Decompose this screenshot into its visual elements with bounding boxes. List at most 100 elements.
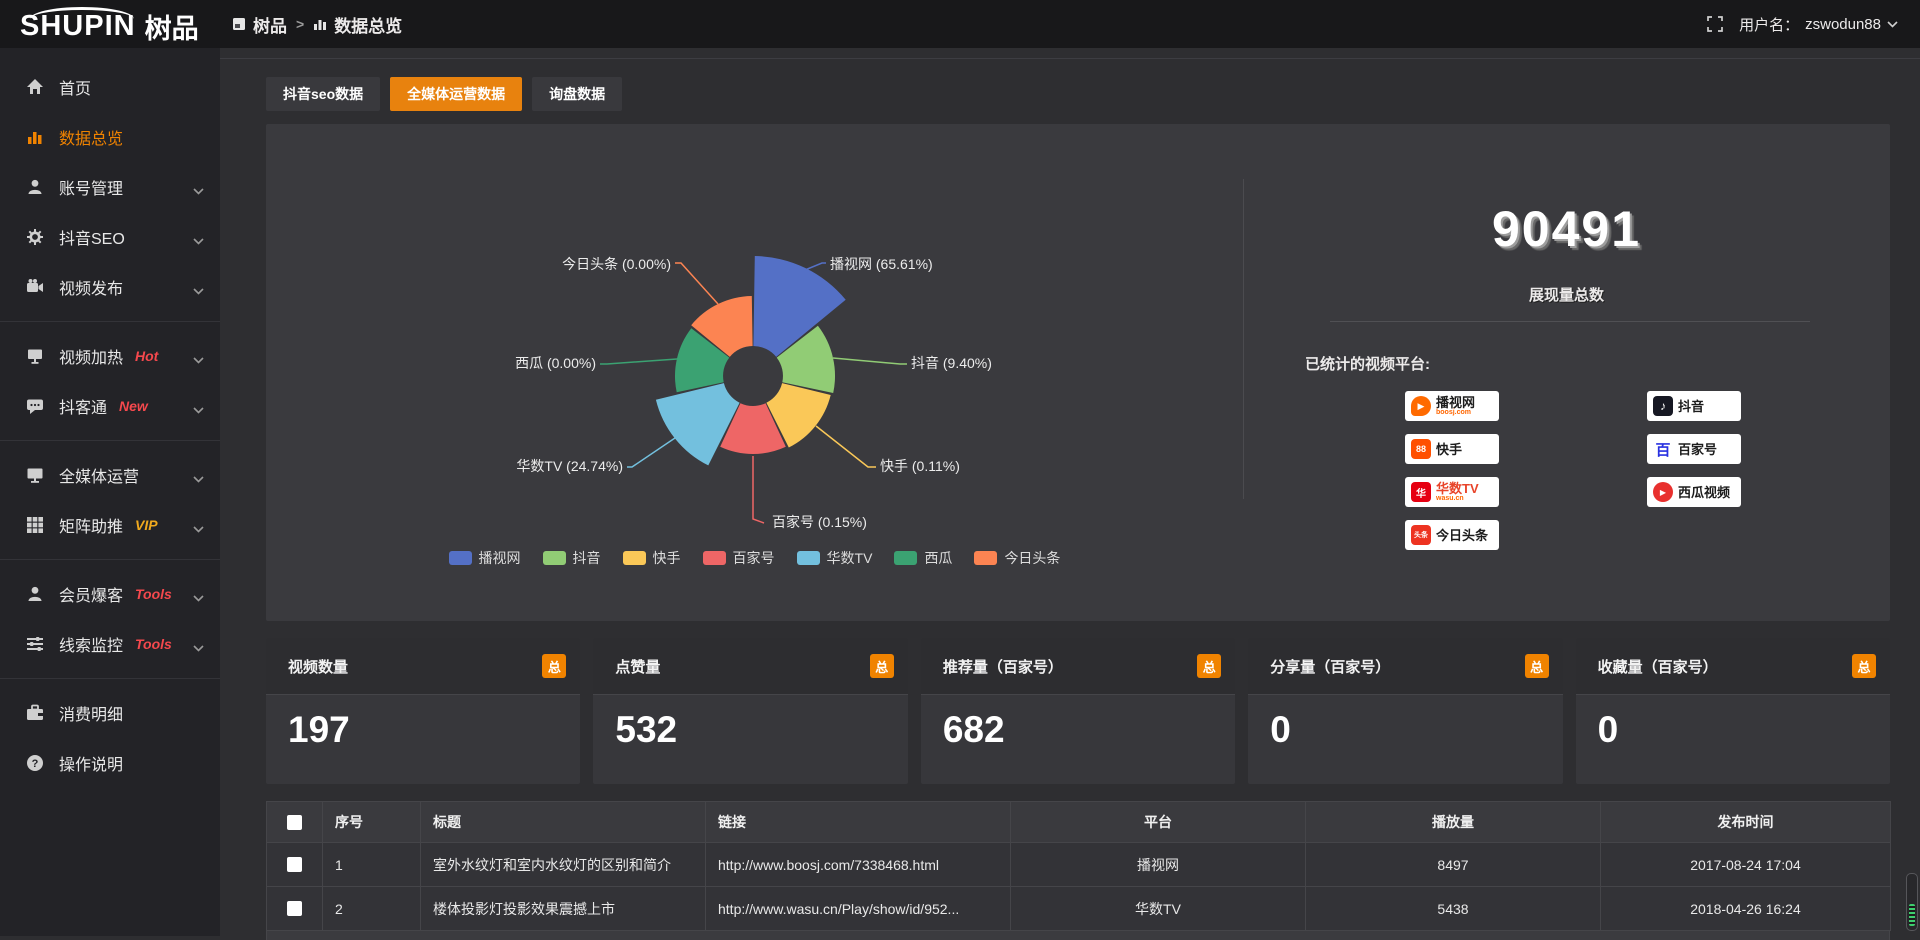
pie-legend: 播视网 抖音 快手 百家号 华数TV 西瓜 今日头条 (266, 548, 1243, 568)
legend-item-西瓜[interactable]: 西瓜 (894, 548, 952, 568)
platform-badge-今日头条[interactable]: 头条今日头条 (1405, 520, 1499, 550)
platform-badge-西瓜视频[interactable]: ▶西瓜视频 (1647, 477, 1741, 507)
sidebar-item-account-management[interactable]: 账号管理 (0, 162, 220, 212)
total-badge[interactable]: 总 (1852, 654, 1876, 678)
sidebar-item-label: 抖音SEO (59, 225, 125, 249)
legend-item-今日头条[interactable]: 今日头条 (974, 548, 1060, 568)
header-divider (220, 58, 1920, 59)
overview-panel: 播视网 (65.61%)抖音 (9.40%)快手 (0.11%)百家号 (0.1… (266, 124, 1890, 621)
platform-subtext: wasu.cn (1436, 495, 1479, 502)
chevron-down-icon[interactable] (193, 520, 204, 538)
pie-label-line-播视网 (805, 263, 826, 270)
cell-platform: 播视网 (1011, 843, 1306, 887)
total-badge[interactable]: 总 (870, 654, 894, 678)
chevron-down-icon[interactable] (193, 470, 204, 488)
cell-title[interactable]: 楼体投影灯投影效果震撼上市 (421, 887, 706, 931)
legend-item-播视网[interactable]: 播视网 (449, 548, 521, 568)
legend-item-抖音[interactable]: 抖音 (543, 548, 601, 568)
tab-inquiry-data[interactable]: 询盘数据 (532, 77, 622, 111)
stat-card-value: 0 (1576, 695, 1890, 751)
chevron-down-icon (1887, 21, 1898, 28)
tab-omni-media-data[interactable]: 全媒体运营数据 (390, 77, 522, 111)
column-header: 发布时间 (1601, 802, 1891, 843)
breadcrumb-current: 数据总览 (334, 12, 402, 37)
total-badge[interactable]: 总 (1525, 654, 1549, 678)
chevron-down-icon[interactable] (193, 282, 204, 300)
topbar: SHUPIN 树品 树品 > 数据总览 用户名：zswodun88 (0, 0, 1920, 48)
stat-card-value: 0 (1248, 695, 1562, 751)
legend-item-快手[interactable]: 快手 (623, 548, 681, 568)
sidebar-item-operation-guide[interactable]: ?操作说明 (0, 738, 220, 788)
select-all-checkbox[interactable] (287, 815, 302, 830)
sidebar-item-omni-media[interactable]: 全媒体运营 (0, 450, 220, 500)
platforms-label: 已统计的视频平台: (1305, 353, 1430, 374)
sidebar-item-consume-detail[interactable]: 消费明细 (0, 688, 220, 738)
pie-slice-华数TV[interactable] (656, 383, 740, 465)
user-icon (26, 178, 46, 196)
chevron-down-icon[interactable] (193, 351, 204, 369)
cell-title[interactable]: 室外水纹灯和室内水纹灯的区别和简介 (421, 843, 706, 887)
breadcrumb-root[interactable]: 树品 (253, 12, 287, 37)
main-content: 抖音seo数据全媒体运营数据询盘数据 播视网 (65.61%)抖音 (9.40%… (220, 48, 1920, 940)
chevron-down-icon[interactable] (193, 589, 204, 607)
screen-icon (26, 347, 46, 365)
legend-label: 百家号 (733, 548, 775, 568)
scrollbar[interactable] (1906, 873, 1918, 931)
legend-item-华数TV[interactable]: 华数TV (797, 548, 873, 568)
platform-badge-抖音[interactable]: ♪抖音 (1647, 391, 1741, 421)
legend-item-百家号[interactable]: 百家号 (703, 548, 775, 568)
sidebar-item-home[interactable]: 首页 (0, 62, 220, 112)
user-menu[interactable]: 用户名：zswodun88 (1739, 14, 1898, 35)
fullscreen-icon[interactable] (1707, 16, 1723, 32)
platform-name: 百家号 (1678, 443, 1717, 456)
summary-divider (1330, 321, 1810, 322)
pie-label-播视网: 播视网 (65.61%) (830, 256, 933, 272)
chevron-down-icon[interactable] (193, 639, 204, 657)
legend-label: 西瓜 (924, 548, 952, 568)
sidebar-item-video-publish[interactable]: 视频发布 (0, 262, 220, 312)
tab-douyin-seo-data[interactable]: 抖音seo数据 (266, 77, 380, 111)
sidebar-item-data-overview[interactable]: 数据总览 (0, 112, 220, 162)
legend-label: 快手 (653, 548, 681, 568)
chevron-down-icon[interactable] (193, 232, 204, 250)
column-header: 标题 (421, 802, 706, 843)
total-badge[interactable]: 总 (542, 654, 566, 678)
legend-label: 今日头条 (1004, 548, 1060, 568)
svg-text:?: ? (32, 758, 39, 770)
column-header: 播放量 (1306, 802, 1601, 843)
legend-label: 华数TV (827, 548, 873, 568)
video-camera-icon (26, 278, 46, 296)
sidebar-divider (0, 559, 220, 560)
cell-link[interactable]: http://www.boosj.com/7338468.html (706, 843, 1011, 887)
sidebar-item-badge: Hot (135, 348, 158, 364)
chevron-down-icon[interactable] (193, 182, 204, 200)
stat-card-value: 682 (921, 695, 1235, 751)
total-badge[interactable]: 总 (1197, 654, 1221, 678)
cell-link[interactable]: http://www.wasu.cn/Play/show/id/952... (706, 887, 1011, 931)
pie-label-快手: 快手 (0.11%) (880, 458, 960, 474)
stat-card-value: 532 (593, 695, 907, 751)
app-logo[interactable]: SHUPIN 树品 (20, 6, 199, 46)
sidebar-item-douyin-seo[interactable]: 抖音SEO (0, 212, 220, 262)
sidebar-item-badge: Tools (135, 586, 172, 602)
legend-swatch (623, 551, 646, 565)
row-checkbox[interactable] (287, 857, 302, 872)
stat-card-title: 推荐量（百家号） (943, 656, 1063, 677)
platform-share-pie-chart: 播视网 (65.61%)抖音 (9.40%)快手 (0.11%)百家号 (0.1… (266, 124, 1243, 544)
platform-badge-百家号[interactable]: 百百家号 (1647, 434, 1741, 464)
row-checkbox[interactable] (287, 901, 302, 916)
toutiao-logo: 头条 (1411, 525, 1431, 545)
chevron-down-icon[interactable] (193, 401, 204, 419)
legend-label: 抖音 (573, 548, 601, 568)
